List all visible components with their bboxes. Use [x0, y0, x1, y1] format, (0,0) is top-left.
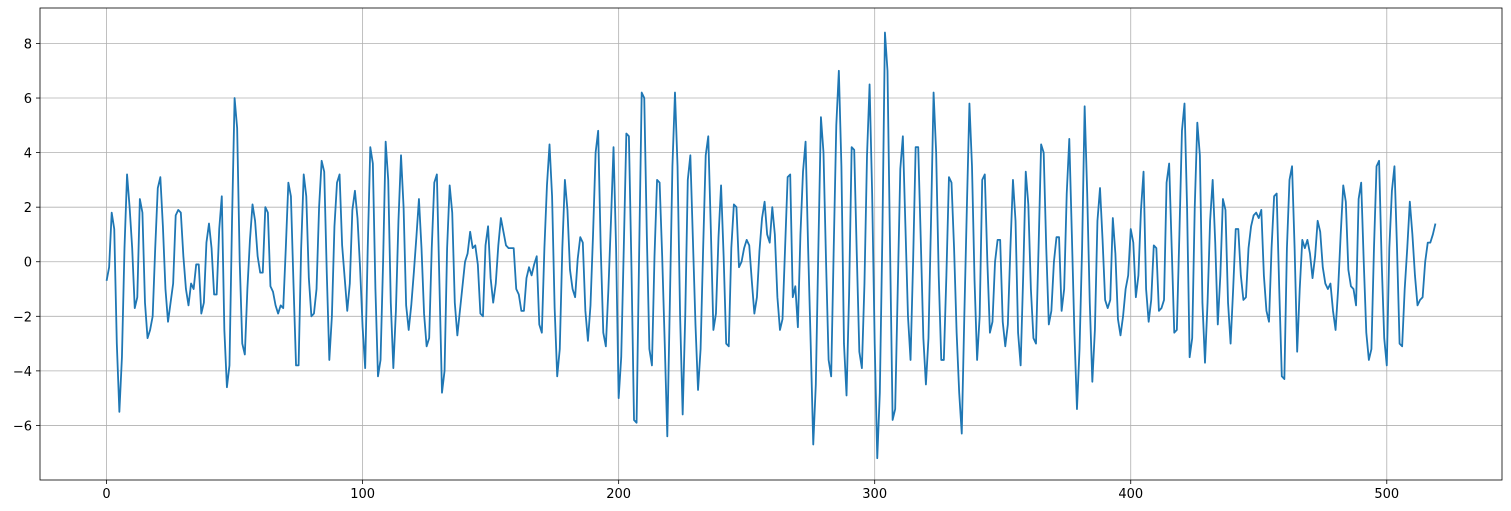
- y-tick-label: 4: [24, 147, 32, 162]
- x-tick-label: 500: [1374, 487, 1399, 502]
- x-tick-label: 0: [102, 487, 110, 502]
- y-tick-label: 0: [24, 256, 32, 271]
- ticks: 0 100 200 300 400 500 −6 −4 −2 0 2 4 6 8: [13, 37, 1399, 502]
- plot-area: [105, 31, 1437, 460]
- x-tick-label: 300: [862, 487, 887, 502]
- grid: [40, 8, 1502, 480]
- x-tick-label: 100: [350, 487, 375, 502]
- y-tick-label: 8: [24, 37, 32, 52]
- y-tick-label: 2: [24, 201, 32, 216]
- y-tick-label: −6: [13, 419, 32, 434]
- y-tick-label: −4: [13, 365, 32, 380]
- x-tick-label: 200: [606, 487, 631, 502]
- y-tick-label: −2: [13, 310, 32, 325]
- data-line: [105, 31, 1437, 460]
- x-tick-label: 400: [1118, 487, 1143, 502]
- y-tick-label: 6: [24, 92, 32, 107]
- axes-frame: [39, 7, 1503, 481]
